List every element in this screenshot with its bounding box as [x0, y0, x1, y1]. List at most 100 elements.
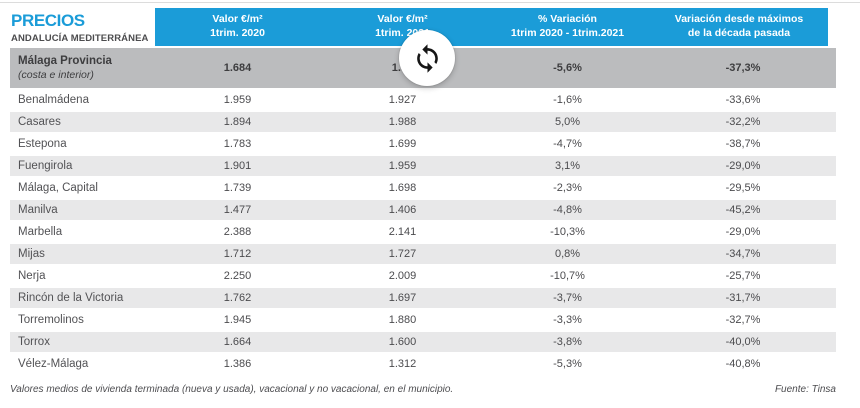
table-row: Marbella 2.388 2.141 -10,3% -29,0%	[10, 222, 836, 242]
column-header-variation-decade: Variación desde máximos de la década pas…	[650, 8, 828, 46]
variation-yoy: -3,3%	[553, 314, 582, 326]
table-row: Torrox 1.664 1.600 -3,8% -40,0%	[10, 332, 836, 352]
variation-yoy: -2,3%	[553, 182, 582, 194]
municipality-name: Mijas	[18, 248, 45, 260]
variation-decade: -38,7%	[725, 138, 761, 150]
municipality-name: Torremolinos	[18, 314, 84, 326]
municipality-name: Málaga, Capital	[18, 182, 98, 194]
page-title: PRECIOS	[11, 11, 85, 30]
municipality-name: Benalmádena	[18, 94, 89, 106]
variation-decade: -29,5%	[725, 182, 761, 194]
table-row: Manilva 1.477 1.406 -4,8% -45,2%	[10, 200, 836, 220]
municipality-name: Manilva	[18, 204, 58, 216]
value-2020: 2.250	[223, 270, 252, 282]
variation-decade: -40,8%	[725, 358, 761, 370]
refresh-icon	[412, 43, 443, 74]
column-header-line: 1trim. 2020	[210, 27, 265, 39]
variation-decade: -29,0%	[725, 226, 761, 238]
variation-yoy: -10,3%	[550, 226, 585, 238]
table-row: Nerja 2.250 2.009 -10,7% -25,7%	[10, 266, 836, 286]
variation-yoy: -10,7%	[550, 270, 585, 282]
value-2020: 1.664	[223, 336, 252, 348]
column-header-variation-yoy: % Variación 1trim 2020 - 1trim.2021	[485, 8, 650, 46]
value-2020: 1.945	[223, 314, 252, 326]
value-2020: 1.762	[223, 292, 252, 304]
municipality-name: Vélez-Málaga	[18, 358, 89, 370]
table-brand: PRECIOS ANDALUCÍA MEDITERRÁNEA	[11, 12, 148, 44]
table-row: Estepona 1.783 1.699 -4,7% -38,7%	[10, 134, 836, 154]
column-header-line: 1trim 2020 - 1trim.2021	[510, 27, 625, 39]
summary-row-note: (costa e interior)	[18, 69, 94, 82]
variation-decade: -33,6%	[725, 94, 761, 106]
value-2020: 1.477	[223, 204, 252, 216]
value-2020: 1.386	[223, 358, 252, 370]
table-row: Vélez-Málaga 1.386 1.312 -5,3% -40,8%	[10, 354, 836, 374]
variation-yoy: -3,7%	[553, 292, 582, 304]
value-2021: 1.698	[388, 182, 417, 194]
source-credit: Fuente: Tinsa	[774, 384, 836, 395]
value-2020: 1.901	[223, 160, 252, 172]
value-2021: 2.141	[388, 226, 417, 238]
table-row: Rincón de la Victoria 1.762 1.697 -3,7% …	[10, 288, 836, 308]
top-divider	[0, 2, 860, 3]
table-row: Casares 1.894 1.988 5,0% -32,2%	[10, 112, 836, 132]
value-2020: 1.959	[223, 94, 252, 106]
value-2021: 2.009	[388, 270, 417, 282]
value-2020: 1.894	[223, 116, 252, 128]
value-2021: 1.406	[388, 204, 417, 216]
value-2021: 1.600	[388, 336, 417, 348]
value-2020: 1.712	[223, 248, 252, 260]
variation-decade: -37,3%	[725, 62, 761, 74]
column-header-line: Valor €/m²	[212, 13, 263, 26]
page-subtitle: ANDALUCÍA MEDITERRÁNEA	[11, 32, 149, 44]
variation-decade: -40,0%	[725, 336, 761, 348]
variation-decade: -25,7%	[725, 270, 761, 282]
variation-decade: -32,2%	[725, 116, 761, 128]
municipality-name: Casares	[18, 116, 61, 128]
table-row: Mijas 1.712 1.727 0,8% -34,7%	[10, 244, 836, 264]
variation-yoy: 5,0%	[554, 116, 581, 128]
municipality-name: Málaga Provincia (costa e interior)	[10, 54, 155, 82]
municipality-name: Marbella	[18, 226, 63, 238]
variation-yoy: 0,8%	[554, 248, 581, 260]
municipality-name: Rincón de la Victoria	[18, 292, 124, 304]
table-header-band: Valor €/m² 1trim. 2020 Valor €/m² 1trim.…	[155, 8, 828, 46]
column-header-line: % Variación	[538, 13, 597, 26]
value-2020: 2.388	[223, 226, 252, 238]
variation-yoy: -4,8%	[553, 204, 582, 216]
value-2021: 1.927	[388, 94, 417, 106]
variation-yoy: -1,6%	[553, 94, 582, 106]
table-footer: Valores medios de vivienda terminada (nu…	[10, 384, 836, 395]
summary-row-name: Málaga Provincia	[18, 55, 112, 68]
value-2021: 1.727	[388, 248, 417, 260]
variation-yoy: -4,7%	[553, 138, 582, 150]
value-2020: 1.783	[223, 138, 252, 150]
value-2021: 1.988	[388, 116, 417, 128]
variation-yoy: 3,1%	[554, 160, 581, 172]
variation-yoy: -5,3%	[553, 358, 582, 370]
value-2020: 1.684	[223, 62, 252, 74]
variation-yoy: -3,8%	[553, 336, 582, 348]
municipality-rows: Benalmádena 1.959 1.927 -1,6% -33,6% Cas…	[10, 90, 836, 374]
refresh-button[interactable]	[399, 30, 455, 86]
municipality-name: Nerja	[18, 270, 46, 282]
municipality-name: Estepona	[18, 138, 67, 150]
footnote: Valores medios de vivienda terminada (nu…	[10, 384, 454, 395]
table-body: Málaga Provincia (costa e interior) 1.68…	[10, 48, 836, 376]
value-2021: 1.880	[388, 314, 417, 326]
column-header-line: de la década pasada	[687, 27, 791, 39]
column-header-value-2021: Valor €/m² 1trim. 2021	[320, 8, 485, 46]
variation-decade: -31,7%	[725, 292, 761, 304]
municipality-name: Fuengirola	[18, 160, 73, 172]
variation-yoy: -5,6%	[553, 62, 582, 74]
column-header-value-2020: Valor €/m² 1trim. 2020	[155, 8, 320, 46]
variation-decade: -34,7%	[725, 248, 761, 260]
table-row: Benalmádena 1.959 1.927 -1,6% -33,6%	[10, 90, 836, 110]
variation-decade: -32,7%	[725, 314, 761, 326]
value-2021: 1.697	[388, 292, 417, 304]
value-2021: 1.959	[388, 160, 417, 172]
column-header-line: Valor €/m²	[377, 13, 428, 26]
value-2021: 1.312	[388, 358, 417, 370]
variation-decade: -45,2%	[725, 204, 761, 216]
